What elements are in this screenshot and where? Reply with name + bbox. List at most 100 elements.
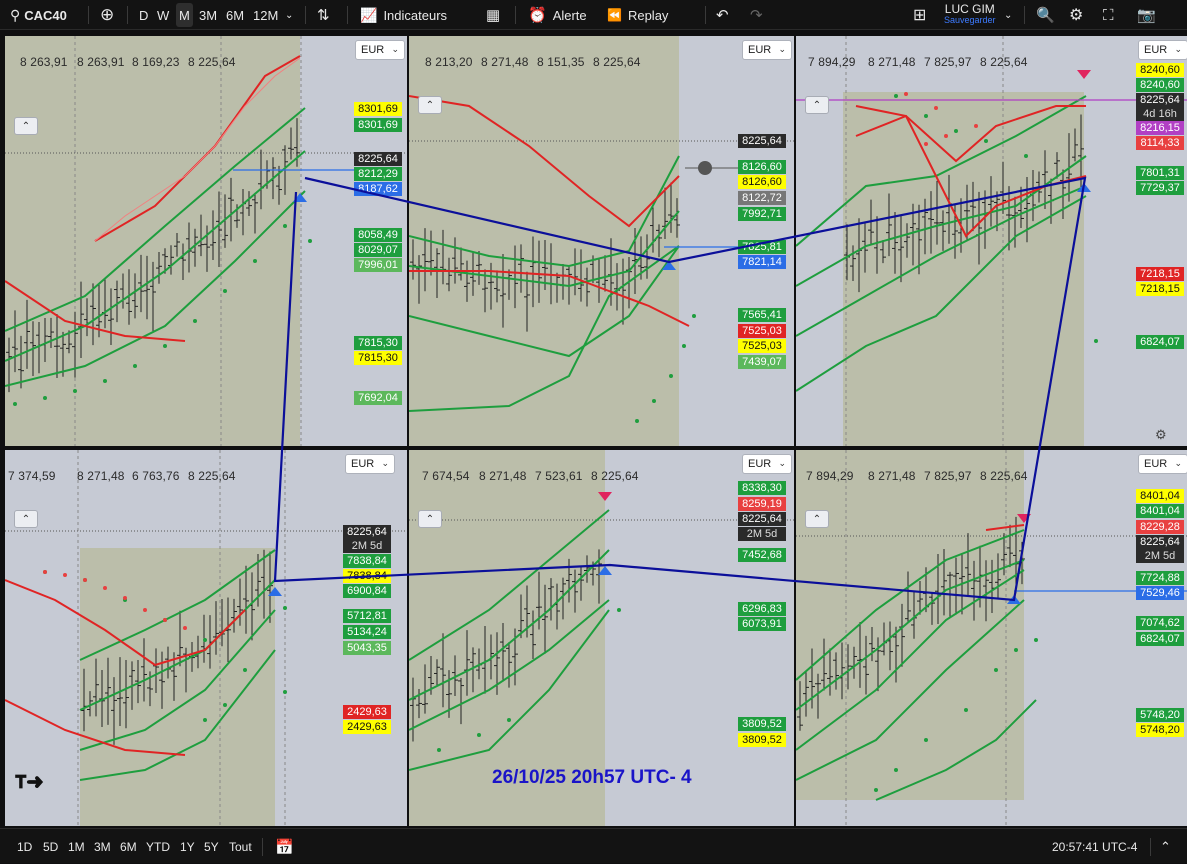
interval-3m[interactable]: 3M xyxy=(199,0,217,30)
chevron-down-icon: ⌄ xyxy=(778,44,786,54)
range-5d[interactable]: 5D xyxy=(43,829,58,864)
interval-d[interactable]: D xyxy=(139,0,148,30)
collapse-panel-button[interactable]: ⌃ xyxy=(1160,829,1171,864)
price-axis-label: 7218,15 xyxy=(1136,282,1184,296)
replay-handle[interactable] xyxy=(698,161,712,175)
chevron-down-icon: ⌄ xyxy=(1174,44,1182,54)
currency-selector[interactable]: EUR ⌄ xyxy=(355,40,405,60)
ohlc-bar xyxy=(434,659,440,687)
redo-icon: ↷ xyxy=(750,7,763,24)
timestamp-watermark: 26/10/25 20h57 UTC- 4 xyxy=(492,767,692,788)
symbol-search[interactable]: ⚲ CAC40 xyxy=(10,0,67,30)
price-axis-label: 8114,33 xyxy=(1136,136,1184,150)
collapse-legend-button[interactable]: ⌃ xyxy=(805,96,829,114)
sar-dot xyxy=(123,596,127,600)
indicators-button[interactable]: 📈 Indicateurs xyxy=(360,0,447,30)
currency-selector[interactable]: EUR ⌄ xyxy=(1138,454,1187,474)
price-axis-label: 8401,04 xyxy=(1136,504,1184,518)
interval-w[interactable]: W xyxy=(157,0,169,30)
sar-dot xyxy=(964,708,968,712)
interval-6m[interactable]: 6M xyxy=(226,0,244,30)
collapse-legend-button[interactable]: ⌃ xyxy=(14,117,38,135)
currency-selector[interactable]: EUR ⌄ xyxy=(742,40,792,60)
price-axis-label: 7996,01 xyxy=(354,258,402,272)
price-axis-label: 6824,07 xyxy=(1136,632,1184,646)
collapse-legend-button[interactable]: ⌃ xyxy=(418,510,442,528)
sar-dot xyxy=(692,314,696,318)
range-3m[interactable]: 3M xyxy=(94,829,111,864)
range-label: 1M xyxy=(68,839,85,854)
chart-type-button[interactable]: ⇅ xyxy=(317,0,330,30)
search-icon: ⚲ xyxy=(10,6,21,23)
chart-pane-1[interactable]: 8 263,91 8 263,91 8 169,23 8 225,64 EUR ⌄ ⌃ 830… xyxy=(5,36,407,446)
interval-12m[interactable]: 12M xyxy=(253,0,278,30)
price-axis-label: 8126,60 xyxy=(738,160,786,174)
interval-dropdown[interactable]: ⌄ xyxy=(285,0,293,30)
ohlc-value: 7 523,61 xyxy=(535,469,583,483)
chart-pane-6[interactable]: 7 894,29 8 271,48 7 825,97 8 225,64 EUR ⌄ ⌃ 840… xyxy=(796,450,1187,826)
chart-pane-4[interactable]: 7 374,59 8 271,48 6 763,76 8 225,64 EUR ⌄ ⌃ 822… xyxy=(5,450,407,826)
bollinger-band xyxy=(409,609,610,771)
currency-selector[interactable]: EUR ⌄ xyxy=(1138,40,1187,60)
range-ytd[interactable]: YTD xyxy=(146,829,170,864)
range-5y[interactable]: 5Y xyxy=(204,829,219,864)
ohlc-bar xyxy=(66,330,72,354)
chart-pane-3[interactable]: 7 894,29 8 271,48 7 825,97 8 225,64 EUR ⌄ ⌃ 824… xyxy=(796,36,1187,446)
price-axis-label: 8216,15 xyxy=(1136,121,1184,135)
price-axis-label: 2M 5d xyxy=(1136,549,1184,563)
sar-dot xyxy=(924,738,928,742)
sar-dot xyxy=(13,402,17,406)
ohlc-value: 8 225,64 xyxy=(980,469,1028,483)
save-label: Sauvegarder xyxy=(944,15,996,25)
snapshot-button[interactable]: 📷 xyxy=(1137,0,1156,30)
chart-pane-2[interactable]: 8 213,20 8 271,48 8 151,35 8 225,64 EUR ⌄ ⌃ 822… xyxy=(409,36,794,446)
save-layout-button[interactable]: LUC GIM Sauvegarder xyxy=(944,0,996,30)
bollinger-band xyxy=(5,107,306,332)
sar-dot xyxy=(617,608,621,612)
sar-dot xyxy=(904,92,908,96)
interval-m[interactable]: M xyxy=(176,3,193,27)
layout-dropdown[interactable]: ⌄ xyxy=(1004,0,1012,30)
range-1y[interactable]: 1Y xyxy=(180,829,195,864)
sar-dot xyxy=(1024,154,1028,158)
layout-name: LUC GIM xyxy=(944,2,995,16)
compare-button[interactable]: ⊕ xyxy=(100,0,114,30)
interval-label: 3M xyxy=(199,7,218,23)
range-1d[interactable]: 1D xyxy=(17,829,32,864)
layout-button[interactable]: ▦ xyxy=(486,0,500,30)
calendar-icon: 📅 xyxy=(275,838,294,856)
chart-canvas xyxy=(5,450,407,826)
collapse-legend-button[interactable]: ⌃ xyxy=(805,510,829,528)
sar-dot xyxy=(682,344,686,348)
sar-dot xyxy=(477,733,481,737)
ohlc-bar xyxy=(222,194,228,248)
goto-date-button[interactable]: 📅 xyxy=(275,829,294,864)
ohlc-value: 8 225,64 xyxy=(591,469,639,483)
quick-search-button[interactable]: 🔍 xyxy=(1036,0,1055,30)
alert-button[interactable]: ⏰ Alerte xyxy=(528,0,587,30)
settings-button[interactable]: ⚙ xyxy=(1069,0,1083,30)
replay-button[interactable]: ⏪ Replay xyxy=(607,0,668,30)
undo-button[interactable]: ↶ xyxy=(716,0,729,30)
collapse-legend-button[interactable]: ⌃ xyxy=(418,96,442,114)
clock-timezone[interactable]: 20:57:41 UTC-4 xyxy=(1052,829,1137,864)
range-all[interactable]: Tout xyxy=(229,829,252,864)
price-axis-label: 6296,83 xyxy=(738,602,786,616)
price-axis-label: 2M 5d xyxy=(343,539,391,553)
plus-circle-icon: ⊕ xyxy=(100,5,115,24)
range-6m[interactable]: 6M xyxy=(120,829,137,864)
range-label: 3M xyxy=(94,839,111,854)
currency-selector[interactable]: EUR ⌄ xyxy=(345,454,395,474)
sar-dot xyxy=(954,129,958,133)
price-axis-label: 8301,69 xyxy=(354,102,402,116)
collapse-legend-button[interactable]: ⌃ xyxy=(14,510,38,528)
currency-selector[interactable]: EUR ⌄ xyxy=(742,454,792,474)
price-axis-label: 6900,84 xyxy=(343,584,391,598)
range-1m[interactable]: 1M xyxy=(68,829,85,864)
divider xyxy=(515,6,516,24)
fullscreen-button[interactable]: ⛶ xyxy=(1103,0,1114,30)
layout-grid-button[interactable]: ⊞ xyxy=(913,0,926,30)
bottom-toolbar: 1D 5D 1M 3M 6M YTD 1Y 5Y Tout 📅 20:57:41… xyxy=(0,828,1187,863)
pane-settings-gear-icon[interactable]: ⚙ xyxy=(1155,427,1167,442)
redo-button[interactable]: ↷ xyxy=(750,0,763,30)
